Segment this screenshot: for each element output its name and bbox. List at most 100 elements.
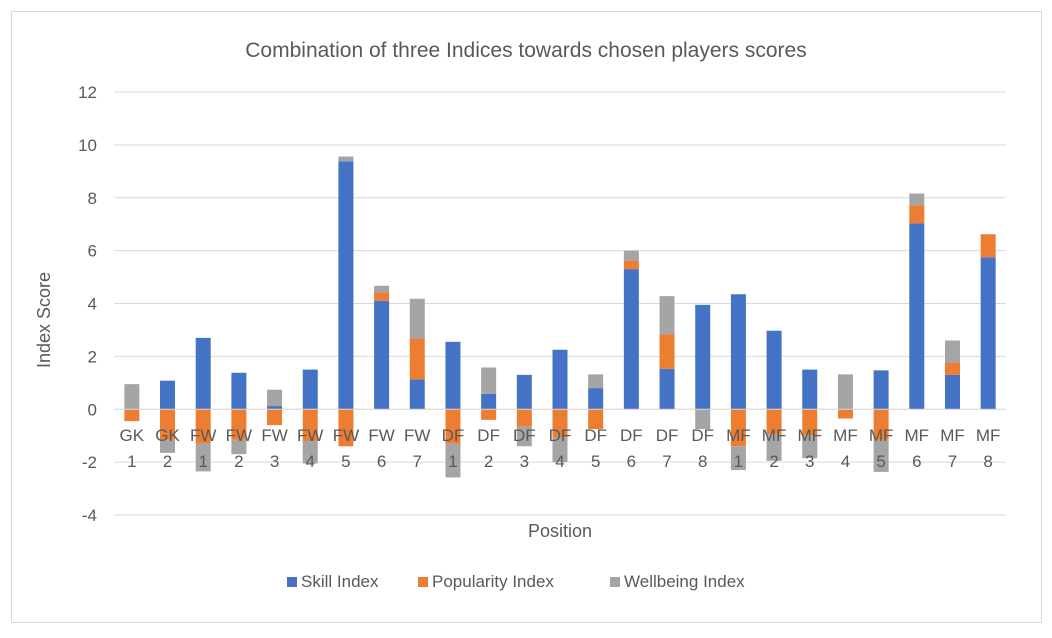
x-tick-label: DF xyxy=(442,426,465,445)
bar-wellbeing-index xyxy=(730,446,746,471)
bar-skill-index xyxy=(588,388,604,410)
legend-swatch xyxy=(610,577,620,587)
legend-swatch xyxy=(418,577,428,587)
x-tick-label: FW xyxy=(261,426,287,445)
x-tick-label: 4 xyxy=(841,452,850,471)
bar-skill-index xyxy=(267,406,283,410)
bar-popularity-index xyxy=(195,409,211,444)
x-tick-label: DF xyxy=(691,426,714,445)
bar-popularity-index xyxy=(445,409,461,444)
y-tick-label: 10 xyxy=(78,136,97,155)
bar-wellbeing-index xyxy=(909,193,925,206)
x-tick-label: 3 xyxy=(805,452,814,471)
x-tick-label: FW xyxy=(190,426,216,445)
x-tick-label: 4 xyxy=(306,452,315,471)
x-tick-label: MF xyxy=(940,426,965,445)
bar-popularity-index xyxy=(302,409,318,441)
x-tick-label: 1 xyxy=(127,452,136,471)
bar-popularity-index xyxy=(766,409,782,435)
x-tick-label: 7 xyxy=(948,452,957,471)
y-tick-label: 8 xyxy=(88,189,97,208)
y-tick-label: 0 xyxy=(88,400,97,419)
bar-skill-index xyxy=(730,294,746,410)
bar-wellbeing-index xyxy=(195,443,211,472)
x-tick-label: 8 xyxy=(698,452,707,471)
x-tick-label: MF xyxy=(833,426,858,445)
chart-frame xyxy=(11,11,1042,623)
bar-wellbeing-index xyxy=(409,298,425,339)
legend-label: Popularity Index xyxy=(432,572,554,591)
bar-wellbeing-index xyxy=(231,439,247,455)
bar-wellbeing-index xyxy=(837,374,853,410)
bar-popularity-index xyxy=(909,205,925,224)
legend-label: Wellbeing Index xyxy=(624,572,745,591)
x-tick-label: FW xyxy=(226,426,252,445)
bar-wellbeing-index xyxy=(481,367,497,394)
bar-wellbeing-index xyxy=(802,435,818,459)
bar-wellbeing-index xyxy=(160,439,176,453)
bars xyxy=(124,156,996,478)
bar-popularity-index xyxy=(124,409,140,422)
bar-popularity-index xyxy=(944,362,960,375)
x-tick-label: GK xyxy=(155,426,180,445)
bar-wellbeing-index xyxy=(944,340,960,363)
bar-wellbeing-index xyxy=(374,285,390,293)
bar-skill-index xyxy=(516,374,532,410)
x-tick-label: FW xyxy=(297,426,323,445)
x-tick-label: 2 xyxy=(163,452,172,471)
bar-wellbeing-index xyxy=(588,374,604,389)
bar-popularity-index xyxy=(623,260,639,270)
bar-wellbeing-index xyxy=(267,389,283,407)
bar-skill-index xyxy=(659,368,675,410)
bar-skill-index xyxy=(980,257,996,410)
bar-popularity-index xyxy=(516,409,532,427)
bar-popularity-index xyxy=(374,292,390,301)
x-tick-label: 5 xyxy=(341,452,350,471)
bar-popularity-index xyxy=(231,409,247,440)
x-tick-label: FW xyxy=(368,426,394,445)
x-axis-tick-labels: GK1GK2FW1FW2FW3FW4FW5FW6FW7DF1DF2DF3DF4D… xyxy=(120,426,1001,471)
x-tick-label: DF xyxy=(584,426,607,445)
x-tick-label: 6 xyxy=(627,452,636,471)
x-tick-label: 8 xyxy=(983,452,992,471)
bar-skill-index xyxy=(160,380,176,410)
bar-popularity-index xyxy=(552,409,568,438)
x-tick-label: 1 xyxy=(198,452,207,471)
bar-wellbeing-index xyxy=(552,437,568,463)
x-tick-label: 4 xyxy=(555,452,564,471)
x-tick-label: 5 xyxy=(591,452,600,471)
bar-wellbeing-index xyxy=(659,296,675,335)
x-tick-label: FW xyxy=(333,426,359,445)
x-tick-label: FW xyxy=(404,426,430,445)
bar-skill-index xyxy=(695,304,711,410)
x-tick-label: DF xyxy=(513,426,536,445)
x-tick-label: 5 xyxy=(876,452,885,471)
bar-skill-index xyxy=(802,369,818,410)
bar-popularity-index xyxy=(730,409,746,447)
x-tick-label: 2 xyxy=(484,452,493,471)
bar-skill-index xyxy=(481,393,497,410)
bar-skill-index xyxy=(552,349,568,410)
bar-wellbeing-index xyxy=(695,409,711,430)
x-tick-label: MF xyxy=(726,426,751,445)
x-tick-label: 2 xyxy=(769,452,778,471)
x-tick-label: DF xyxy=(549,426,572,445)
bar-skill-index xyxy=(944,374,960,410)
x-tick-label: 1 xyxy=(448,452,457,471)
bar-wellbeing-index xyxy=(338,156,354,162)
x-tick-label: DF xyxy=(656,426,679,445)
x-tick-label: DF xyxy=(477,426,500,445)
x-tick-label: MF xyxy=(976,426,1001,445)
bar-skill-index xyxy=(873,370,889,410)
y-axis-tick-labels: -4 -2 0 2 4 6 8 10 12 xyxy=(78,83,97,525)
y-tick-label: 6 xyxy=(88,242,97,261)
y-tick-label: 4 xyxy=(88,295,97,314)
bar-popularity-index xyxy=(338,409,354,447)
bar-skill-index xyxy=(302,369,318,410)
chart-title: Combination of three Indices towards cho… xyxy=(245,39,806,62)
x-tick-label: GK xyxy=(120,426,145,445)
x-tick-label: MF xyxy=(905,426,930,445)
gridlines xyxy=(114,91,1006,516)
x-tick-label: 1 xyxy=(734,452,743,471)
y-tick-label: 2 xyxy=(88,347,97,366)
